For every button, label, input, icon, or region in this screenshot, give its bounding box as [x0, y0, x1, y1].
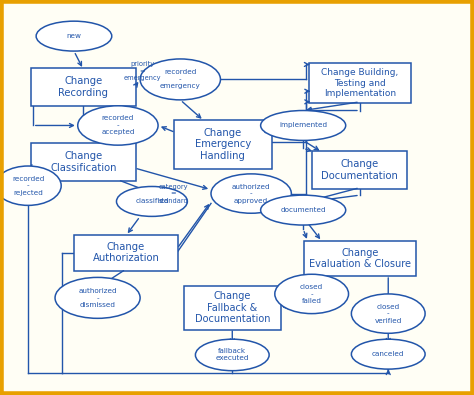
Text: authorized
-
approved: authorized - approved: [232, 184, 271, 203]
Text: Change
Recording: Change Recording: [58, 77, 109, 98]
Text: recorded
-
accepted: recorded - accepted: [101, 115, 135, 135]
Text: authorized
-
dismissed: authorized - dismissed: [78, 288, 117, 308]
Text: Change
Evaluation & Closure: Change Evaluation & Closure: [309, 248, 411, 269]
Text: closed
-
failed: closed - failed: [300, 284, 323, 304]
Text: closed
-
verified: closed - verified: [374, 304, 402, 324]
Text: documented: documented: [280, 207, 326, 213]
Text: classified: classified: [135, 198, 169, 205]
FancyBboxPatch shape: [304, 241, 416, 276]
Ellipse shape: [261, 111, 346, 141]
FancyBboxPatch shape: [312, 151, 407, 189]
Ellipse shape: [351, 294, 425, 333]
Text: category
=
standard: category = standard: [158, 184, 188, 203]
FancyBboxPatch shape: [74, 235, 178, 271]
FancyBboxPatch shape: [309, 64, 411, 103]
Text: implemented: implemented: [279, 122, 327, 128]
Text: recorded
-
emergency: recorded - emergency: [160, 70, 201, 89]
Ellipse shape: [55, 277, 140, 318]
Text: Change
Documentation: Change Documentation: [321, 159, 398, 181]
Ellipse shape: [211, 174, 292, 213]
Text: recorded
-
rejected: recorded - rejected: [12, 176, 44, 196]
Ellipse shape: [195, 339, 269, 371]
Ellipse shape: [275, 274, 348, 314]
FancyBboxPatch shape: [174, 120, 272, 169]
FancyBboxPatch shape: [183, 286, 281, 329]
Text: canceled: canceled: [372, 351, 404, 357]
Text: Change
Emergency
Handling: Change Emergency Handling: [195, 128, 251, 161]
Text: Change Building,
Testing and
Implementation: Change Building, Testing and Implementat…: [321, 68, 399, 98]
Ellipse shape: [78, 106, 158, 145]
FancyBboxPatch shape: [31, 143, 136, 181]
Ellipse shape: [36, 21, 112, 51]
Ellipse shape: [261, 195, 346, 225]
Ellipse shape: [0, 166, 61, 205]
Text: priority
=
emergency: priority = emergency: [124, 61, 161, 81]
Text: Change
Authorization: Change Authorization: [92, 242, 159, 263]
Text: fallback
executed: fallback executed: [216, 348, 249, 361]
Ellipse shape: [140, 59, 220, 100]
Text: new: new: [66, 33, 82, 39]
Text: Change
Classification: Change Classification: [50, 151, 117, 173]
Text: Change
Fallback &
Documentation: Change Fallback & Documentation: [194, 291, 270, 324]
Ellipse shape: [351, 339, 425, 369]
Ellipse shape: [117, 186, 187, 216]
FancyBboxPatch shape: [31, 68, 136, 106]
